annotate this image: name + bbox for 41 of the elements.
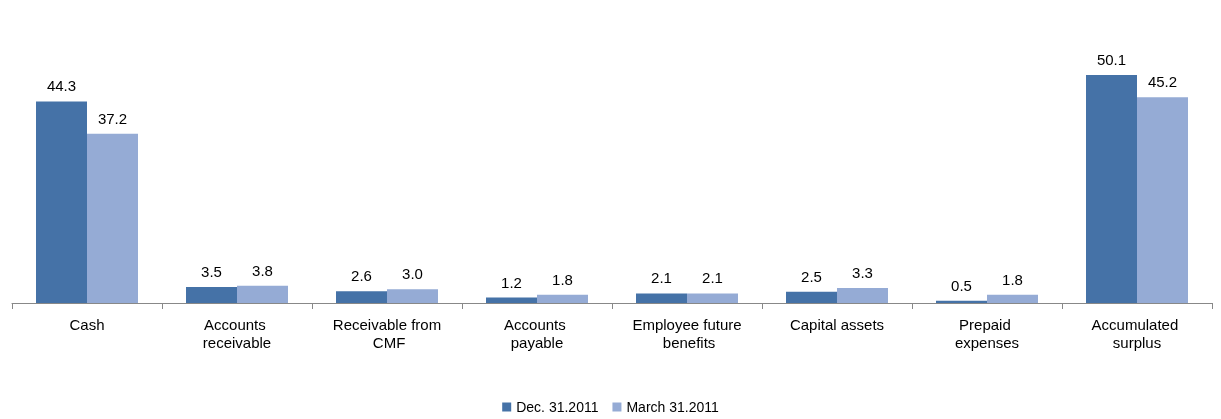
- x-tick-label: Capital assets: [789, 315, 885, 333]
- bar: [537, 294, 588, 303]
- x-tick-label: Accounts receivable: [202, 315, 272, 351]
- bar: [336, 291, 387, 303]
- data-label: 2.6: [351, 267, 372, 285]
- bar: [1137, 97, 1188, 303]
- data-label: 3.0: [402, 265, 423, 283]
- x-tick-label: Prepaid expenses: [954, 315, 1020, 351]
- x-tick-label: Accounts payable: [504, 315, 570, 351]
- legend-label: Dec. 31.2011: [516, 399, 599, 415]
- data-label: 50.1: [1096, 51, 1127, 69]
- bar: [237, 285, 288, 303]
- bar: [636, 293, 687, 303]
- x-tick-label: Cash: [69, 315, 105, 333]
- bar: [837, 287, 888, 303]
- data-label: 0.5: [951, 276, 972, 294]
- legend-label: March 31.2011: [626, 399, 720, 415]
- data-label: 3.3: [852, 263, 873, 281]
- data-label: 2.1: [651, 269, 672, 287]
- x-tick-label: Accumulated surplus: [1091, 315, 1183, 351]
- bar: [987, 294, 1038, 303]
- bar: [687, 293, 738, 303]
- data-label: 44.3: [46, 77, 77, 95]
- data-label: 2.1: [702, 269, 723, 287]
- bar: [486, 297, 537, 303]
- data-label: 1.8: [552, 270, 573, 288]
- bar: [1086, 75, 1137, 303]
- data-label: 1.8: [1002, 270, 1023, 288]
- data-label: 37.2: [97, 109, 128, 127]
- data-label: 1.2: [501, 273, 522, 291]
- bar: [87, 133, 138, 303]
- data-label: 2.5: [801, 267, 822, 285]
- x-tick-label: Employee future benefits: [632, 315, 742, 351]
- bar: [36, 101, 87, 303]
- data-label: 45.2: [1147, 73, 1178, 91]
- data-label: 3.8: [252, 261, 273, 279]
- x-tick-label: Receivable from CMF: [332, 315, 442, 351]
- bar: [186, 287, 237, 303]
- bar: [387, 289, 438, 303]
- data-label: 3.5: [201, 263, 222, 281]
- bar: [786, 291, 837, 303]
